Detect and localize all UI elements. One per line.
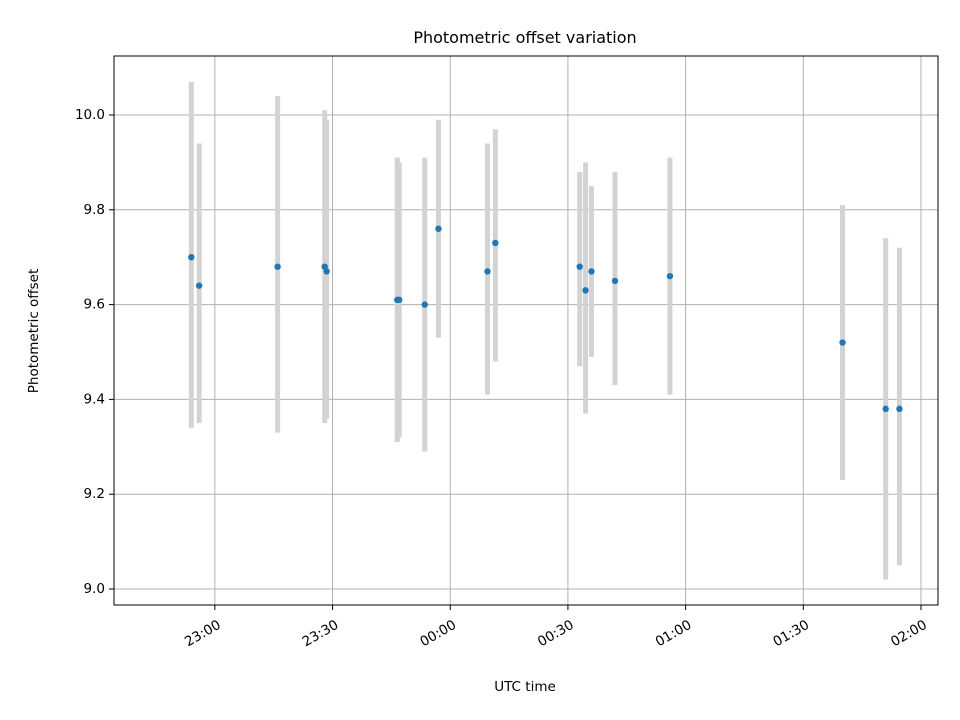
data-point bbox=[492, 239, 499, 247]
plot-frame bbox=[113, 55, 939, 606]
data-point bbox=[896, 405, 903, 413]
y-tick-label: 9.6 bbox=[84, 297, 105, 313]
data-point bbox=[576, 263, 583, 270]
data-point bbox=[323, 268, 330, 275]
grid-lines bbox=[114, 56, 938, 605]
data-point bbox=[611, 277, 619, 285]
y-axis-ticks: 9.0 9.2 9.4 9.6 9.8 10.0 bbox=[75, 107, 114, 597]
data-point bbox=[588, 268, 595, 275]
data-point bbox=[396, 296, 403, 304]
data-point bbox=[666, 272, 674, 280]
data-point bbox=[484, 268, 491, 275]
chart-title: Photometric offset variation bbox=[413, 28, 636, 47]
data-point bbox=[188, 254, 195, 261]
y-tick-label: 9.8 bbox=[84, 202, 105, 218]
y-tick-label: 9.0 bbox=[84, 581, 105, 597]
y-axis-label: Photometric offset bbox=[26, 269, 42, 393]
data-points bbox=[188, 225, 903, 413]
data-point bbox=[582, 287, 589, 294]
data-point bbox=[421, 301, 428, 308]
data-point bbox=[435, 225, 442, 232]
data-point bbox=[195, 282, 203, 289]
data-point bbox=[274, 263, 281, 270]
y-tick-label: 9.2 bbox=[84, 486, 105, 502]
y-tick-label: 9.4 bbox=[84, 391, 105, 407]
y-tick-label: 10.0 bbox=[75, 107, 105, 123]
data-point bbox=[882, 405, 889, 413]
data-point bbox=[839, 339, 846, 346]
x-axis-label: UTC time bbox=[494, 679, 556, 695]
